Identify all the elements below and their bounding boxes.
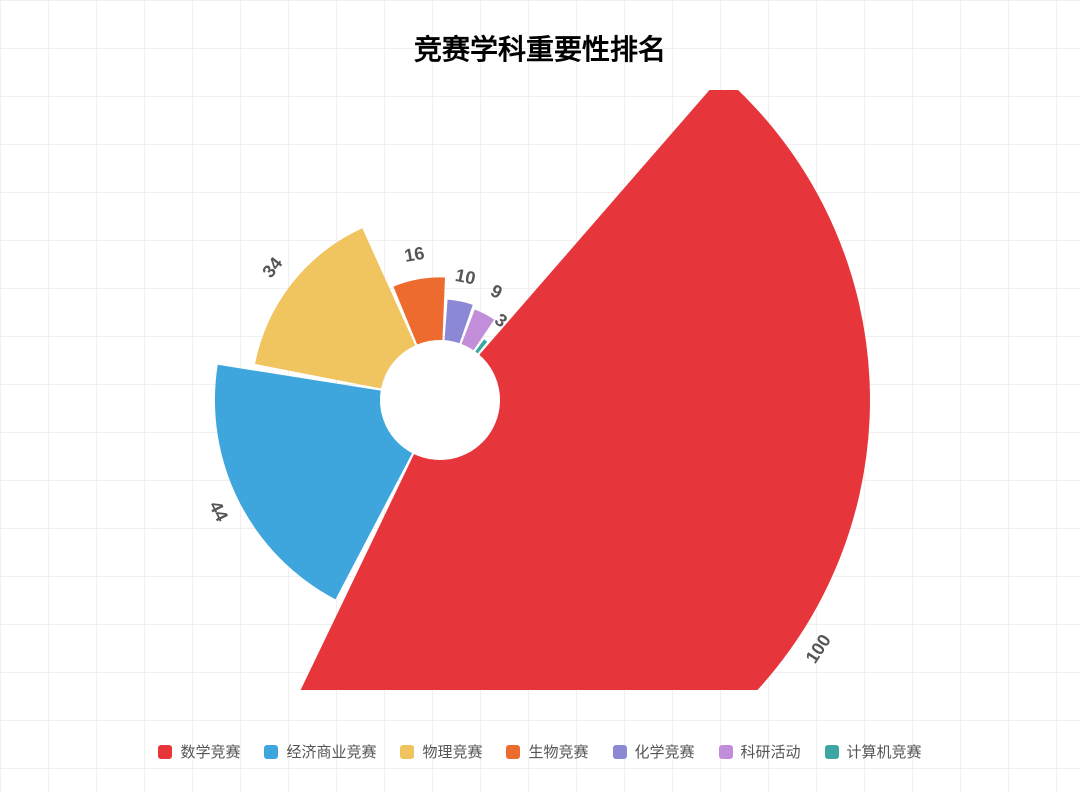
legend-swatch: [400, 745, 414, 759]
rose-slice: [255, 228, 415, 388]
legend-item: 化学竞赛: [613, 741, 695, 762]
donut-hole: [381, 341, 499, 459]
slice-value-label: 9: [487, 280, 505, 302]
legend-swatch: [264, 745, 278, 759]
legend-label: 数学竞赛: [180, 741, 240, 762]
slice-value-label: 100: [802, 631, 835, 667]
slice-value-label: 44: [205, 498, 232, 525]
legend: 数学竞赛 经济商业竞赛 物理竞赛 生物竞赛 化学竞赛 科研活动 计算机竞赛: [0, 741, 1080, 762]
legend-label: 生物竞赛: [528, 741, 588, 762]
legend-swatch: [719, 745, 733, 759]
chart-area: 1004434161093: [0, 90, 1080, 690]
legend-label: 化学竞赛: [635, 741, 695, 762]
legend-item: 生物竞赛: [506, 741, 588, 762]
legend-label: 计算机竞赛: [847, 741, 922, 762]
slice-value-label: 10: [454, 265, 478, 289]
legend-label: 经济商业竞赛: [286, 741, 376, 762]
legend-swatch: [158, 745, 172, 759]
legend-item: 经济商业竞赛: [264, 741, 376, 762]
chart-title: 竞赛学科重要性排名: [0, 28, 1080, 68]
rose-chart-svg: 1004434161093: [0, 90, 1080, 690]
legend-item: 计算机竞赛: [825, 741, 922, 762]
legend-label: 物理竞赛: [422, 741, 482, 762]
legend-swatch: [506, 745, 520, 759]
legend-item: 物理竞赛: [400, 741, 482, 762]
legend-swatch: [613, 745, 627, 759]
legend-label: 科研活动: [741, 741, 801, 762]
legend-item: 数学竞赛: [158, 741, 240, 762]
slice-value-label: 34: [258, 253, 286, 281]
legend-item: 科研活动: [719, 741, 801, 762]
slice-value-label: 16: [403, 243, 426, 266]
legend-swatch: [825, 745, 839, 759]
